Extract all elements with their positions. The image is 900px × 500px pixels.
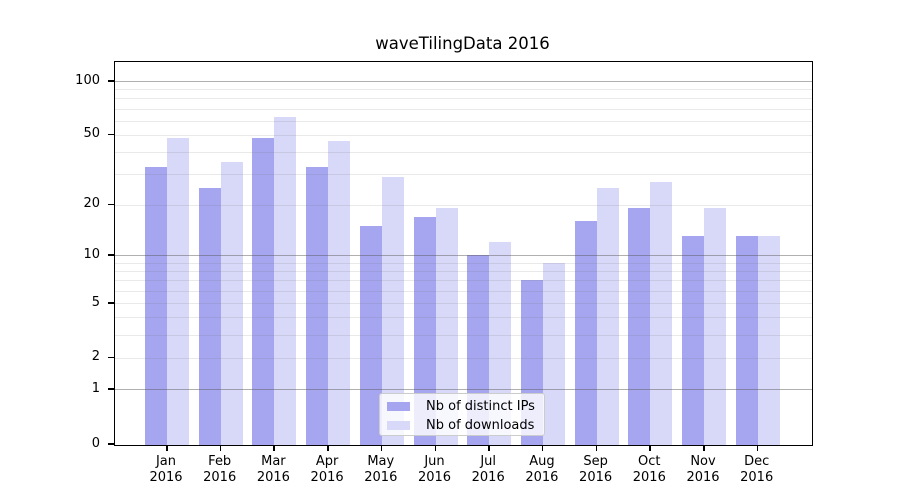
legend-label-downloads: Nb of downloads [426, 418, 535, 433]
bar-apr-distinct-ips [306, 166, 329, 445]
gridline-minor-3 [115, 334, 812, 336]
gridline-minor-30 [115, 173, 812, 175]
gridline-minor-6 [115, 290, 812, 292]
y-tick-mark-100 [108, 80, 114, 82]
bar-feb-downloads [220, 162, 243, 445]
x-tick-mark-jul [488, 445, 490, 452]
chart-title: waveTilingData 2016 [375, 34, 550, 53]
y-tick-label-20: 20 [83, 196, 100, 212]
gridline-minor-40 [115, 151, 812, 153]
y-tick-mark-5 [108, 302, 114, 304]
x-tick-label-mar: Mar 2016 [256, 454, 290, 485]
x-tick-label-jan: Jan 2016 [149, 454, 183, 485]
plot-area [114, 61, 813, 446]
bar-jun-distinct-ips [413, 216, 436, 445]
x-tick-label-apr: Apr 2016 [310, 454, 344, 485]
bar-may-distinct-ips [359, 225, 382, 445]
bar-jun-downloads [435, 208, 458, 445]
gridline-minor-80 [115, 98, 812, 100]
legend-swatch-downloads [387, 421, 410, 430]
x-tick-label-jul: Jul 2016 [471, 454, 505, 485]
x-tick-mark-feb [219, 445, 222, 452]
bar-feb-distinct-ips [198, 187, 221, 445]
gridline-minor-90 [115, 89, 812, 91]
bar-jan-distinct-ips [145, 166, 167, 445]
y-tick-mark-10 [108, 254, 114, 256]
legend-label-distinct-ips: Nb of distinct IPs [426, 399, 535, 414]
gridline-minor-5 [115, 303, 812, 305]
gridline-minor-50 [115, 134, 812, 136]
y-tick-mark-1 [108, 388, 114, 390]
bar-nov-downloads [704, 208, 726, 445]
x-tick-mark-dec [756, 445, 759, 452]
x-tick-label-jun: Jun 2016 [417, 454, 452, 485]
x-tick-label-may: May 2016 [364, 454, 398, 485]
x-tick-mark-aug [541, 445, 544, 452]
x-tick-mark-oct [649, 445, 651, 452]
legend-entry-downloads: Nb of downloads [380, 417, 544, 434]
y-tick-label-0: 0 [91, 435, 100, 451]
bar-mar-downloads [274, 116, 297, 445]
bar-aug-downloads [542, 262, 565, 445]
x-tick-label-nov: Nov 2016 [686, 454, 720, 485]
gridline-minor-9 [115, 262, 812, 264]
x-tick-mark-mar [273, 445, 275, 452]
bar-mar-distinct-ips [252, 137, 275, 445]
gridline-minor-70 [115, 108, 812, 110]
y-tick-mark-0 [108, 443, 114, 445]
x-tick-label-feb: Feb 2016 [203, 454, 237, 485]
gridline-minor-4 [115, 317, 812, 319]
x-tick-mark-may [380, 445, 383, 452]
bar-apr-downloads [328, 141, 351, 445]
x-tick-label-sep: Sep 2016 [579, 454, 613, 485]
y-tick-label-5: 5 [91, 294, 100, 310]
x-tick-label-oct: Oct 2016 [632, 454, 666, 485]
y-tick-label-1: 1 [91, 380, 100, 396]
bar-oct-downloads [650, 181, 673, 445]
y-tick-label-50: 50 [83, 126, 100, 142]
x-tick-label-dec: Dec 2016 [740, 454, 774, 485]
bar-may-downloads [381, 176, 404, 445]
gridline-minor-2 [115, 357, 812, 359]
bar-sep-downloads [596, 187, 619, 445]
y-tick-label-100: 100 [75, 72, 100, 88]
gridline-minor-7 [115, 280, 812, 282]
y-tick-mark-2 [108, 356, 114, 359]
y-tick-label-10: 10 [83, 246, 100, 262]
gridline-minor-8 [115, 271, 812, 273]
x-tick-mark-sep [595, 445, 598, 452]
bar-dec-distinct-ips [735, 236, 758, 445]
y-tick-mark-20 [108, 203, 114, 206]
gridline-minor-20 [115, 204, 812, 206]
bar-jan-downloads [167, 137, 189, 445]
y-tick-label-2: 2 [91, 349, 100, 365]
x-tick-mark-jun [434, 445, 436, 452]
x-tick-mark-apr [327, 445, 329, 452]
legend-swatch-distinct-ips [387, 402, 410, 411]
x-tick-label-aug: Aug 2016 [525, 454, 559, 485]
bar-dec-downloads [757, 236, 780, 445]
y-tick-mark-50 [108, 133, 114, 136]
bar-nov-distinct-ips [682, 236, 704, 445]
gridline-major-100 [115, 81, 812, 83]
x-tick-mark-jan [166, 445, 168, 452]
bar-sep-distinct-ips [574, 221, 597, 445]
x-tick-mark-nov [703, 445, 705, 452]
legend-entry-distinct-ips: Nb of distinct IPs [380, 398, 544, 415]
gridline-major-1 [115, 389, 812, 391]
bar-oct-distinct-ips [628, 208, 651, 445]
gridline-minor-60 [115, 120, 812, 122]
gridline-major-10 [115, 255, 812, 257]
legend: Nb of distinct IPs Nb of downloads [379, 393, 545, 436]
